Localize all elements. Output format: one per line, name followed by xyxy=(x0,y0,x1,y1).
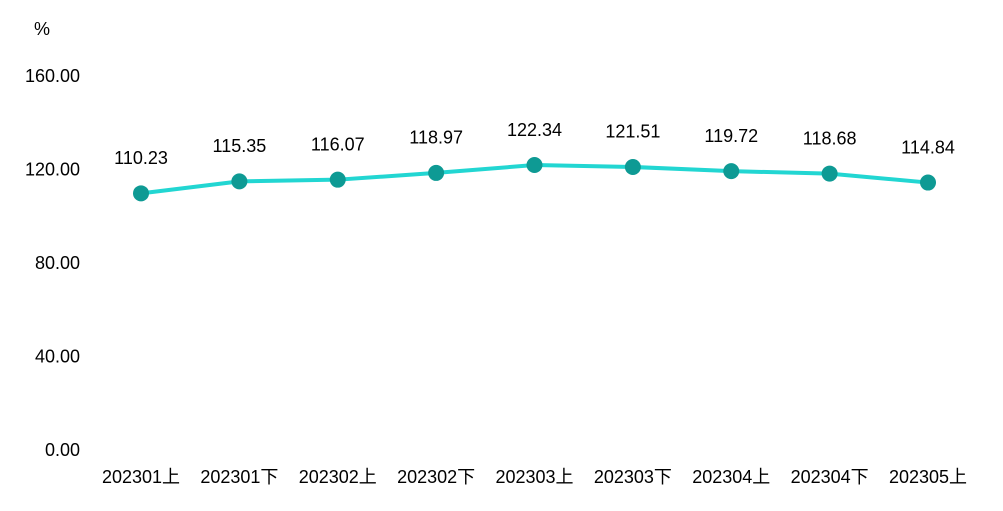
value-label: 116.07 xyxy=(311,134,365,154)
marker xyxy=(723,163,740,180)
y-tick-label: 160.00 xyxy=(25,66,80,86)
value-label: 118.68 xyxy=(803,128,857,148)
value-label: 122.34 xyxy=(507,120,562,140)
x-tick-label: 202304下 xyxy=(791,467,869,487)
marker xyxy=(133,185,149,202)
x-tick-label: 202301上 xyxy=(102,467,180,487)
marker xyxy=(428,164,445,181)
x-tick-label: 202304上 xyxy=(692,467,770,487)
x-tick-label: 202305上 xyxy=(889,467,967,487)
marker xyxy=(624,158,641,175)
marker xyxy=(821,165,838,182)
value-label: 118.97 xyxy=(409,128,463,148)
x-tick-label: 202303下 xyxy=(594,467,672,487)
value-label: 110.23 xyxy=(114,148,168,168)
value-label: 115.35 xyxy=(213,136,267,156)
x-tick-label: 202303上 xyxy=(495,467,573,487)
marker xyxy=(231,173,248,190)
x-tick-label: 202302上 xyxy=(299,467,377,487)
y-tick-label: 120.00 xyxy=(25,159,80,179)
marker xyxy=(329,171,346,188)
value-label: 114.84 xyxy=(901,137,955,157)
value-label: 121.51 xyxy=(605,122,660,142)
value-label: 119.72 xyxy=(704,126,758,146)
marker xyxy=(920,174,936,191)
marker xyxy=(526,157,543,174)
x-tick-label: 202302下 xyxy=(397,467,475,487)
y-axis-unit: % xyxy=(34,19,50,39)
y-tick-label: 0.00 xyxy=(45,440,80,460)
y-tick-label: 80.00 xyxy=(35,253,80,273)
x-tick-label: 202301下 xyxy=(200,467,278,487)
y-tick-label: 40.00 xyxy=(35,346,80,366)
